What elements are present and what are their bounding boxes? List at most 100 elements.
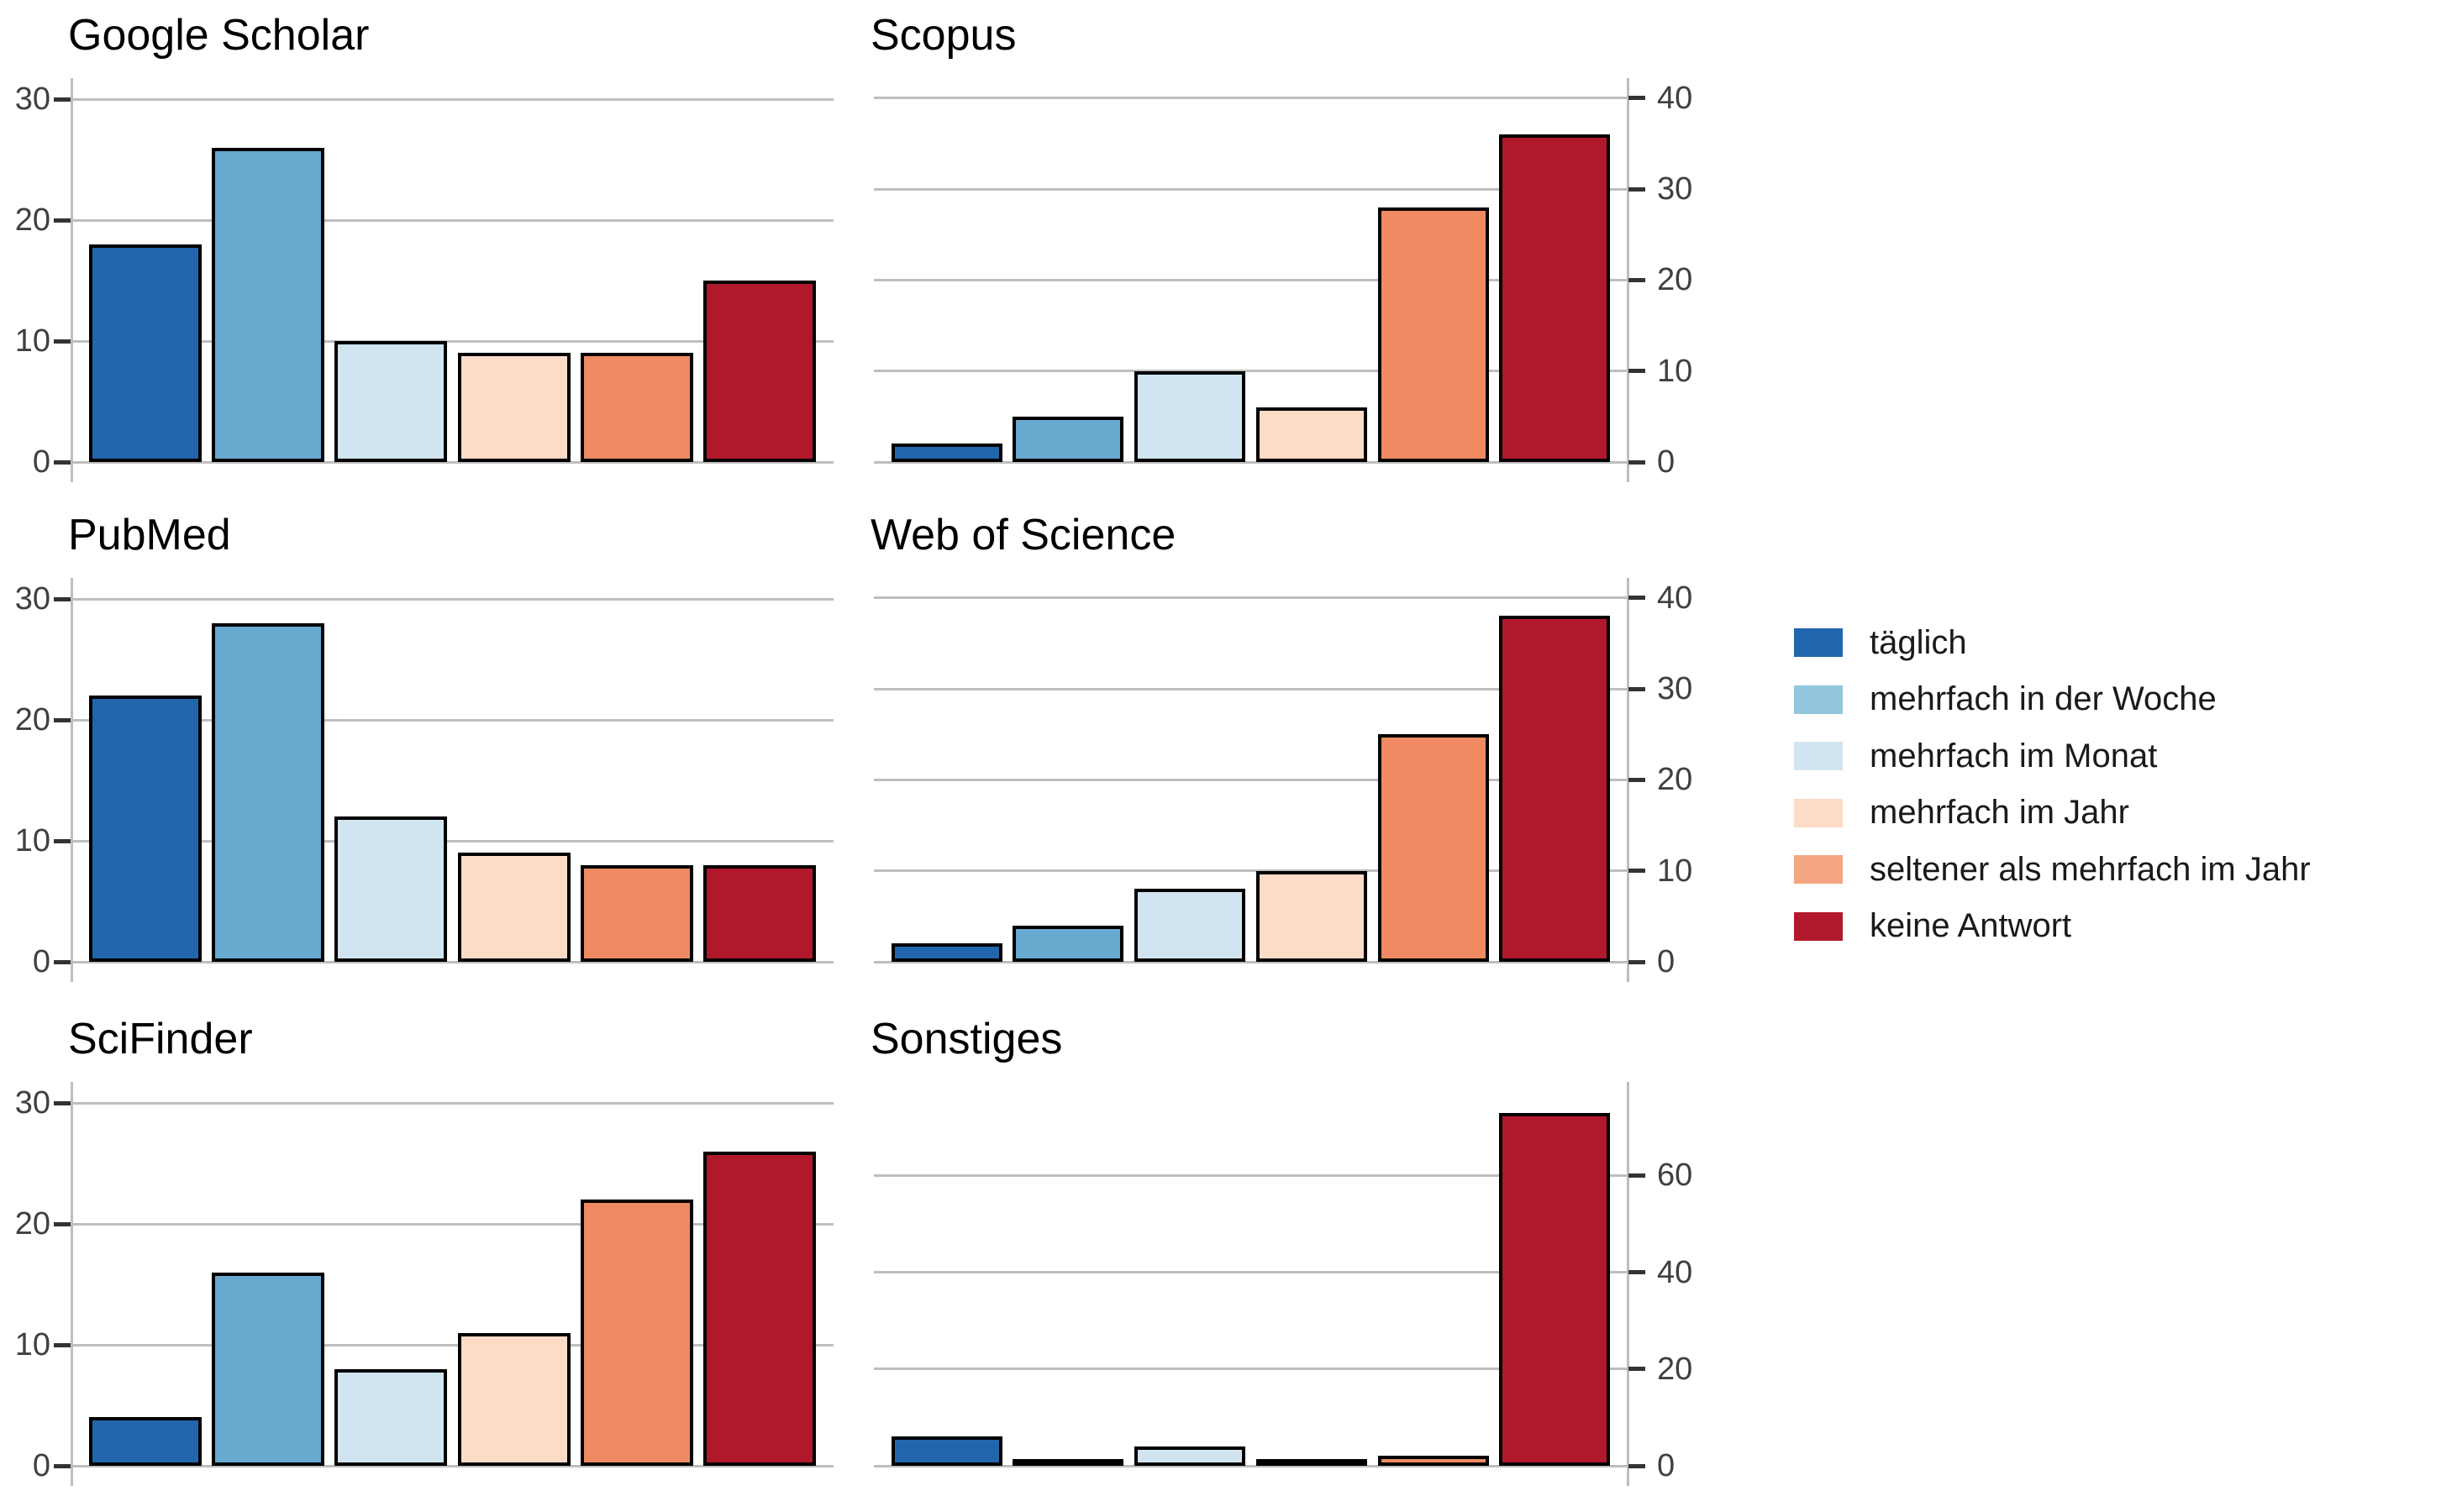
gridline-pubmed-20: [71, 718, 834, 722]
y-axis-tick-label-sonstiges-20: 20: [1657, 1351, 1693, 1387]
bar-pubmed-mehrfach-im-monat: [334, 816, 448, 962]
bar-scifinder-mehrfach-in-der-woche: [212, 1272, 325, 1466]
gridline-sonstiges-60: [874, 1173, 1628, 1177]
y-axis-tick-sonstiges-60: [1628, 1173, 1645, 1178]
y-axis-line-scopus: [1626, 78, 1629, 482]
bar-scifinder-mehrfach-im-jahr: [457, 1332, 571, 1466]
y-axis-tick-label-pubmed-20: 20: [14, 702, 50, 738]
y-axis-tick-scifinder-0: [54, 1463, 71, 1468]
legend-swatch-mehrfach-in-der-woche: [1794, 685, 1843, 714]
bar-scopus-mehrfach-in-der-woche: [1013, 416, 1124, 462]
y-axis-tick-scopus-0: [1628, 459, 1645, 465]
y-axis-tick-web-of-science-40: [1628, 596, 1645, 601]
panel-title-google-scholar: Google Scholar: [68, 11, 370, 60]
gridline-sonstiges-0: [874, 1464, 1628, 1467]
bar-pubmed-keine-antwort: [703, 864, 817, 962]
panel-title-scopus: Scopus: [871, 11, 1017, 60]
bar-sonstiges-keine-antwort: [1499, 1112, 1611, 1466]
legend-swatch-keine-antwort: [1794, 911, 1843, 941]
bar-web-of-science-mehrfach-in-der-woche: [1013, 925, 1124, 962]
y-axis-tick-google-scholar-10: [54, 339, 71, 344]
y-axis-line-google-scholar: [70, 78, 73, 482]
gridline-web-of-science-20: [874, 778, 1628, 781]
gridline-google-scholar-0: [71, 460, 834, 464]
y-axis-tick-label-google-scholar-20: 20: [14, 202, 50, 239]
y-axis-tick-label-web-of-science-10: 10: [1657, 853, 1693, 889]
bar-scopus-keine-antwort: [1499, 134, 1611, 462]
gridline-google-scholar-10: [71, 339, 834, 343]
gridline-google-scholar-30: [71, 97, 834, 101]
legend-label-mehrfach-im-jahr: mehrfach im Jahr: [1870, 794, 2129, 831]
legend-item-seltener-als-mehrfach-im-jahr: seltener als mehrfach im Jahr: [1794, 851, 2311, 888]
y-axis-tick-label-web-of-science-0: 0: [1657, 944, 1676, 979]
legend-item-mehrfach-in-der-woche: mehrfach in der Woche: [1794, 680, 2217, 717]
bar-scopus-mehrfach-im-jahr: [1255, 407, 1367, 462]
y-axis-tick-web-of-science-0: [1628, 959, 1645, 964]
bar-web-of-science-keine-antwort: [1499, 616, 1611, 962]
y-axis-line-pubmed: [70, 578, 73, 982]
bar-scopus-seltener-als-mehrfach-im-jahr: [1377, 207, 1489, 462]
gridline-web-of-science-40: [874, 596, 1628, 600]
gridline-scifinder-10: [71, 1343, 834, 1347]
bar-sonstiges-mehrfach-in-der-woche: [1013, 1459, 1124, 1466]
bar-sonstiges-t-glich: [891, 1436, 1002, 1466]
y-axis-tick-label-sonstiges-60: 60: [1657, 1158, 1693, 1194]
gridline-google-scholar-20: [71, 218, 834, 222]
y-axis-tick-web-of-science-10: [1628, 869, 1645, 874]
y-axis-tick-label-scifinder-0: 0: [32, 1448, 50, 1483]
legend-label-mehrfach-im-monat: mehrfach im Monat: [1870, 737, 2158, 774]
bar-web-of-science-seltener-als-mehrfach-im-jahr: [1377, 734, 1489, 962]
legend-label-seltener-als-mehrfach-im-jahr: seltener als mehrfach im Jahr: [1870, 850, 2311, 888]
bar-scopus-mehrfach-im-monat: [1134, 370, 1246, 462]
bar-sonstiges-mehrfach-im-jahr: [1255, 1459, 1367, 1466]
y-axis-tick-label-sonstiges-40: 40: [1657, 1254, 1693, 1290]
bar-scifinder-mehrfach-im-monat: [334, 1368, 448, 1466]
y-axis-tick-pubmed-30: [54, 596, 71, 601]
y-axis-tick-web-of-science-30: [1628, 686, 1645, 691]
legend-label-t-glich: täglich: [1870, 623, 1967, 661]
y-axis-tick-label-web-of-science-30: 30: [1657, 671, 1693, 706]
y-axis-tick-label-google-scholar-0: 0: [32, 444, 50, 480]
bar-google-scholar-mehrfach-im-jahr: [457, 353, 571, 462]
gridline-pubmed-30: [71, 597, 834, 601]
gridline-scopus-0: [874, 460, 1628, 464]
gridline-scopus-10: [874, 370, 1628, 373]
gridline-web-of-science-10: [874, 869, 1628, 873]
y-axis-tick-label-sonstiges-0: 0: [1657, 1448, 1676, 1483]
y-axis-tick-scifinder-20: [54, 1221, 71, 1226]
bar-google-scholar-mehrfach-im-monat: [334, 341, 448, 462]
y-axis-line-sonstiges: [1626, 1082, 1629, 1486]
y-axis-tick-sonstiges-20: [1628, 1367, 1645, 1372]
bar-web-of-science-mehrfach-im-monat: [1134, 889, 1246, 962]
y-axis-tick-scopus-30: [1628, 186, 1645, 192]
bar-web-of-science-t-glich: [891, 943, 1002, 962]
y-axis-tick-label-scopus-10: 10: [1657, 353, 1693, 389]
bar-google-scholar-keine-antwort: [703, 281, 817, 462]
bar-sonstiges-mehrfach-im-monat: [1134, 1446, 1246, 1466]
gridline-sonstiges-40: [874, 1271, 1628, 1274]
bar-sonstiges-seltener-als-mehrfach-im-jahr: [1377, 1456, 1489, 1466]
legend-item-t-glich: täglich: [1794, 624, 1967, 661]
y-axis-tick-scifinder-30: [54, 1100, 71, 1105]
y-axis-tick-scifinder-10: [54, 1342, 71, 1347]
y-axis-tick-scopus-40: [1628, 96, 1645, 101]
y-axis-tick-label-web-of-science-40: 40: [1657, 580, 1693, 616]
gridline-scifinder-30: [71, 1101, 834, 1105]
y-axis-tick-label-pubmed-10: 10: [14, 823, 50, 858]
gridline-scopus-40: [874, 97, 1628, 100]
gridline-web-of-science-0: [874, 960, 1628, 963]
gridline-web-of-science-30: [874, 687, 1628, 690]
panel-title-web-of-science: Web of Science: [871, 511, 1176, 559]
legend-item-keine-antwort: keine Antwort: [1794, 907, 2071, 944]
y-axis-tick-scopus-10: [1628, 369, 1645, 374]
y-axis-tick-label-scopus-30: 30: [1657, 171, 1693, 207]
bar-google-scholar-t-glich: [88, 244, 202, 462]
y-axis-tick-sonstiges-0: [1628, 1463, 1645, 1468]
legend-swatch-mehrfach-im-jahr: [1794, 798, 1843, 827]
y-axis-tick-label-scopus-20: 20: [1657, 262, 1693, 298]
legend-label-keine-antwort: keine Antwort: [1870, 907, 2072, 944]
legend-swatch-mehrfach-im-monat: [1794, 742, 1843, 770]
y-axis-tick-google-scholar-20: [54, 218, 71, 223]
bar-scifinder-keine-antwort: [703, 1151, 817, 1466]
